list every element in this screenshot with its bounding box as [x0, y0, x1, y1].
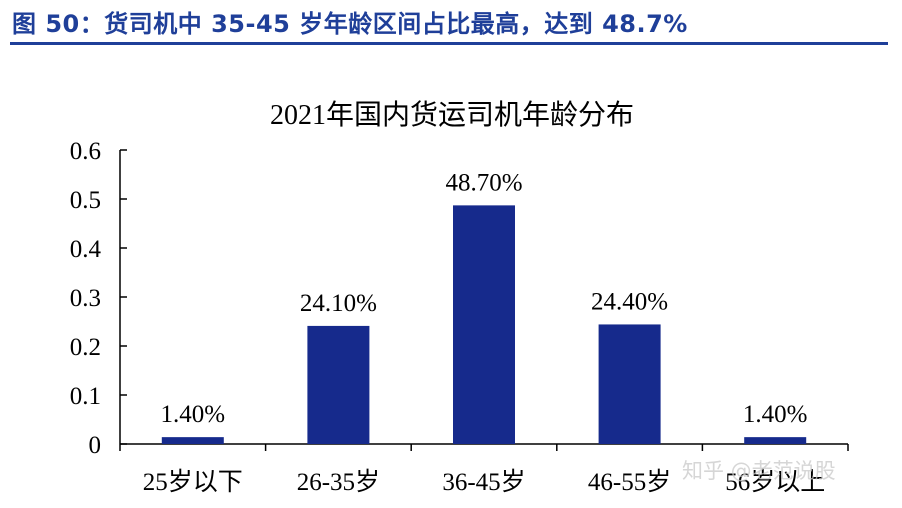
bar-data-label: 1.40% [743, 401, 808, 428]
y-tick-label: 0.6 [70, 138, 101, 165]
figure-title: 图 50：货司机中 35-45 岁年龄区间占比最高，达到 48.7% [12, 10, 688, 38]
y-tick-label: 0.4 [70, 236, 102, 263]
bar-data-label: 24.10% [300, 290, 377, 317]
bar-data-label: 48.70% [445, 169, 522, 196]
x-axis: 25岁以下 26-35岁 36-45岁 46-55岁 56岁以上 [119, 443, 849, 496]
y-tick-label: 0.3 [70, 285, 101, 312]
bar [307, 325, 370, 444]
y-tick-label: 0 [89, 432, 102, 459]
y-tick-label: 0.1 [70, 383, 101, 410]
bar [453, 205, 515, 444]
title-divider [10, 42, 888, 45]
watermark: 知乎 @老范说股 [682, 459, 836, 483]
y-tick-label: 0.2 [70, 334, 101, 361]
bars-group [161, 205, 807, 444]
y-axis: 0 0.1 0.2 0.3 0.4 0.5 0.6 [70, 138, 127, 459]
bar-data-label: 1.40% [161, 401, 226, 428]
x-tick-label: 56岁以上 [725, 468, 825, 496]
x-tick-label: 46-55岁 [588, 468, 671, 496]
x-tick-label: 36-45岁 [442, 468, 525, 496]
y-tick-label: 0.5 [70, 187, 101, 214]
x-tick-label: 26-35岁 [297, 468, 380, 496]
bar-data-label: 24.40% [591, 288, 668, 315]
data-labels-group: 1.40% 24.10% 48.70% 24.40% 1.40% [161, 169, 808, 428]
chart-title: 2021年国内货运司机年龄分布 [270, 99, 634, 131]
bar [744, 437, 807, 444]
bar [598, 324, 661, 444]
bar [161, 437, 224, 444]
x-tick-label: 25岁以下 [143, 468, 243, 496]
